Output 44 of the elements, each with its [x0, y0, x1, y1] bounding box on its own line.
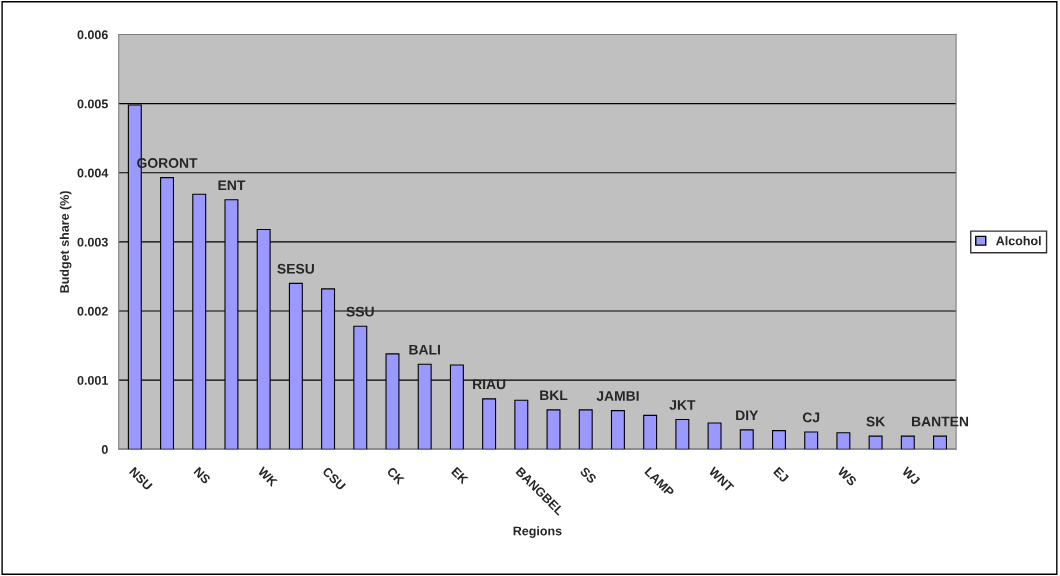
bar: [675, 419, 690, 450]
bar: [482, 398, 497, 450]
data-label: SESU: [277, 263, 314, 274]
y-tick-label: 0.002: [77, 306, 108, 316]
x-tick-label: EK: [451, 466, 469, 485]
y-tick-label: 0: [101, 445, 108, 454]
data-label: CJ: [802, 412, 820, 423]
x-tick-label: WS: [836, 466, 858, 487]
y-tick-label: 0.004: [77, 168, 109, 178]
bar: [739, 429, 754, 450]
x-tick-label: CK: [386, 466, 405, 486]
x-tick-label: WJ: [901, 466, 921, 486]
bar: [546, 409, 561, 450]
x-tick-label: NS: [193, 466, 211, 485]
bar: [514, 399, 529, 450]
bar: [771, 430, 786, 450]
legend-label: Alcohol: [996, 236, 1041, 246]
bar: [578, 409, 593, 450]
bar: [643, 414, 658, 450]
data-label: DIY: [736, 410, 759, 421]
bar: [804, 431, 819, 450]
bar: [610, 410, 625, 450]
y-tick-label: 0.001: [77, 375, 108, 385]
data-label: JKT: [669, 400, 696, 410]
data-label: RIAU: [473, 379, 506, 390]
y-axis-title: Budget share (%): [59, 191, 72, 293]
data-label: BANTEN: [912, 416, 969, 427]
y-tick-label: 0.006: [77, 30, 108, 40]
data-label: BALI: [409, 344, 440, 355]
bar: [933, 435, 948, 450]
x-axis-title: Regions: [513, 526, 562, 538]
x-tick-label: WK: [257, 466, 278, 487]
x-tick-label: SS: [579, 466, 597, 484]
bar: [836, 432, 851, 450]
data-label: SK: [866, 416, 886, 427]
data-label: JAMBI: [596, 391, 639, 401]
bar: [868, 435, 883, 450]
y-tick-label: 0.003: [77, 237, 108, 247]
data-label: BKL: [540, 390, 568, 401]
data-label: ENT: [218, 180, 246, 190]
x-tick-label: EJ: [773, 466, 789, 483]
y-tick-label: 0.005: [77, 99, 108, 109]
bar: [707, 422, 722, 450]
bar: [900, 435, 915, 450]
